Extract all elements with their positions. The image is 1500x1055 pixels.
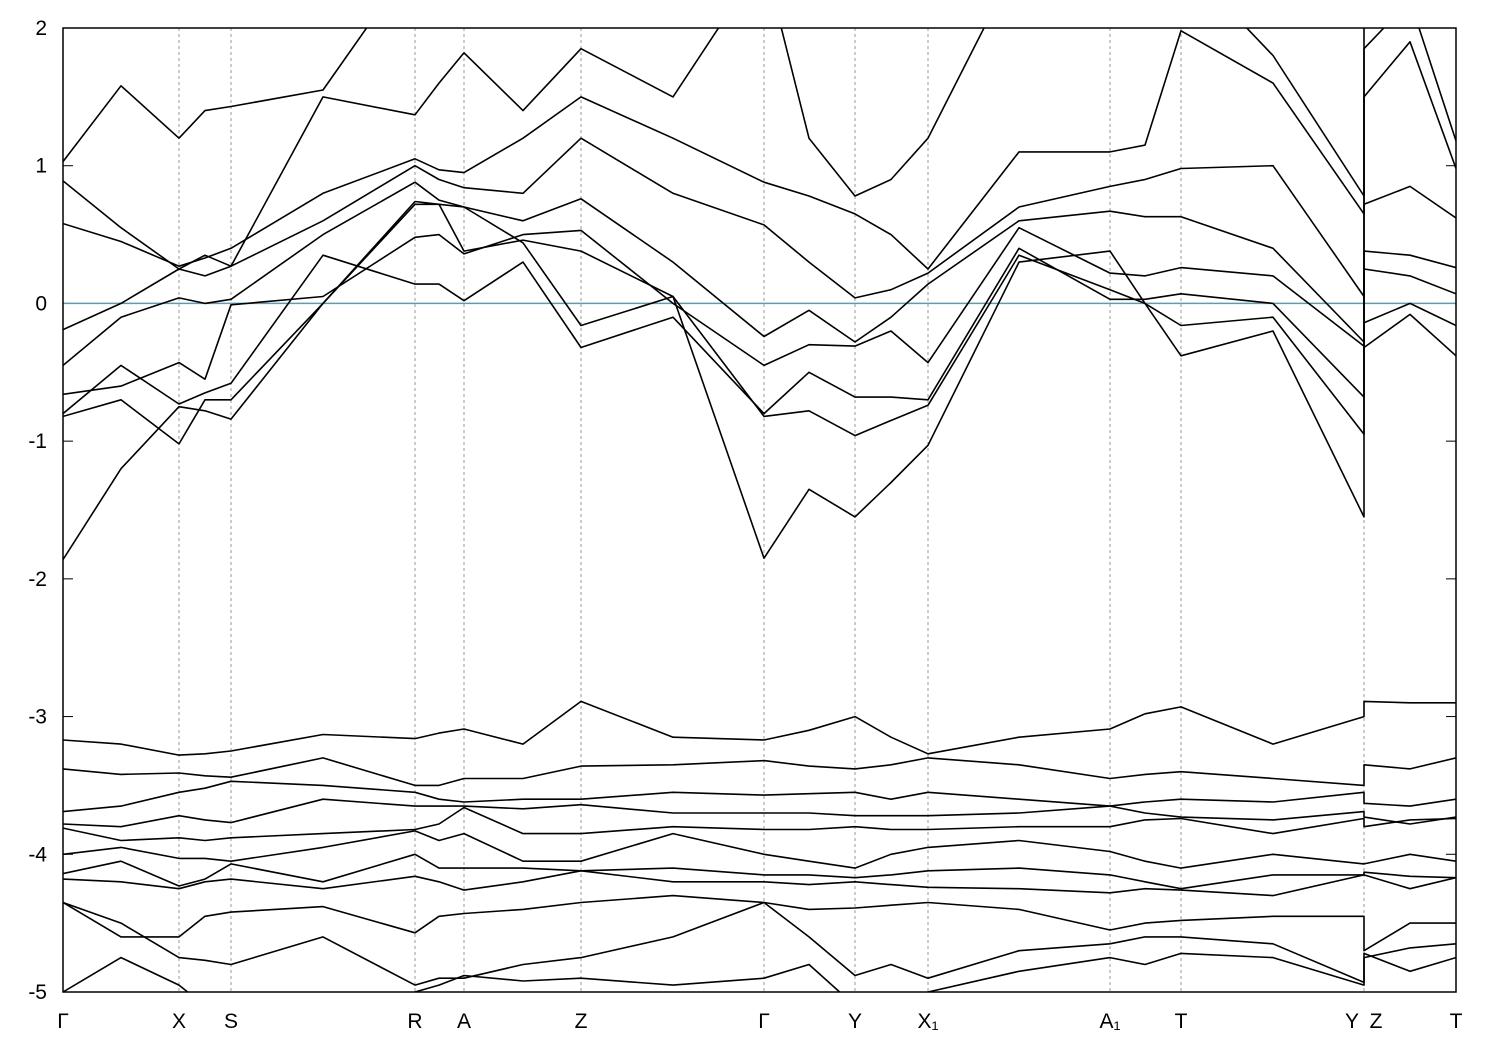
y-tick-label: -2	[28, 568, 47, 591]
band-line	[63, 200, 1456, 445]
x-tick-label: S	[224, 1010, 238, 1033]
x-tick-label: Y	[1345, 1010, 1359, 1033]
x-tick-label: Γ	[57, 1010, 69, 1033]
x-tick-label: T	[1450, 1010, 1463, 1033]
band-line	[63, 203, 1456, 561]
bands	[63, 28, 1456, 992]
band-line	[63, 757, 1456, 787]
band-line	[63, 780, 1456, 813]
x-tick-label: X₁	[917, 1010, 938, 1033]
band-line	[63, 901, 1456, 986]
band-line	[63, 870, 1456, 897]
y-tick-label: -3	[28, 706, 47, 729]
band-line	[63, 28, 1365, 270]
band-line	[63, 700, 1456, 756]
band-line	[63, 41, 1456, 331]
band-line	[63, 247, 1456, 415]
x-tick-label: A₁	[1099, 1010, 1120, 1033]
band-line	[63, 952, 1456, 992]
x-tick-label: R	[407, 1010, 422, 1033]
x-tick-label: Z	[1370, 1010, 1383, 1033]
plot-frame	[62, 27, 1457, 993]
band-line	[63, 830, 1456, 869]
band-line	[63, 894, 1456, 952]
band-line	[63, 28, 368, 163]
y-tick-label: 1	[35, 155, 47, 178]
y-tick-label: 0	[35, 292, 47, 315]
band-line	[63, 798, 1456, 828]
grid	[62, 27, 1457, 993]
x-tick-label: T	[1175, 1010, 1188, 1033]
band-line	[63, 853, 1456, 890]
x-tick-label: X	[172, 1010, 186, 1033]
band-line	[63, 28, 1456, 270]
x-tick-label: Γ	[758, 1010, 770, 1033]
x-tick-label: Y	[848, 1010, 862, 1033]
y-tick-label: -4	[28, 843, 47, 866]
y-tick-label: -1	[28, 430, 47, 453]
band-line	[63, 226, 1456, 396]
band-line	[63, 806, 1456, 842]
x-tick-label: A	[457, 1010, 471, 1033]
y-tick-label: -5	[28, 981, 47, 1004]
y-tick-label: 2	[35, 17, 47, 40]
x-tick-label: Z	[575, 1010, 588, 1033]
band-line	[63, 181, 1456, 367]
